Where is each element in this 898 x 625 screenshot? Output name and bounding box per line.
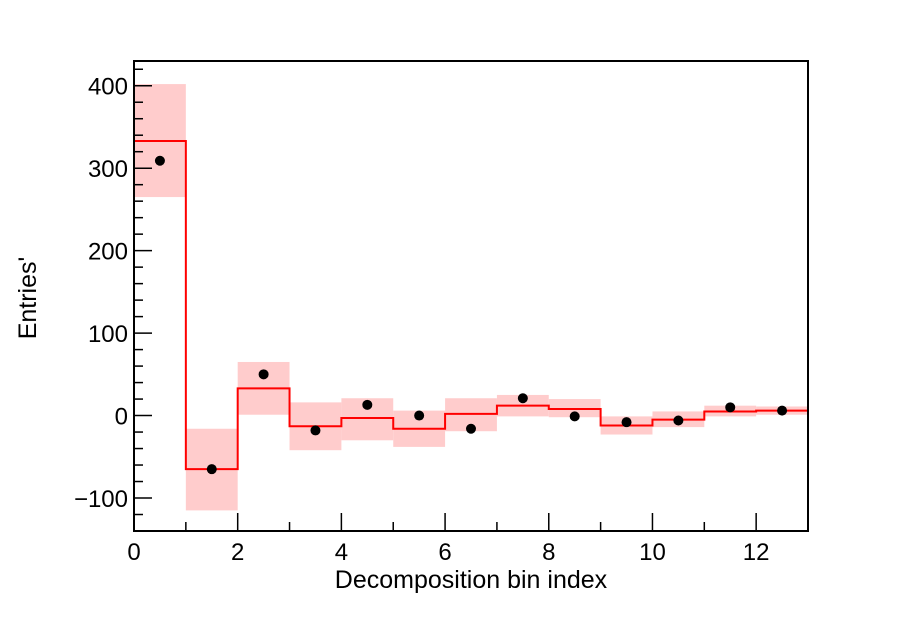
step-histogram — [133, 139, 808, 471]
data-point-10 — [673, 415, 684, 426]
data-points — [154, 155, 788, 475]
x-tick-labels: 0 2 4 6 8 10 12 — [127, 539, 769, 566]
data-point-3 — [310, 425, 321, 436]
y-tick-label: 0 — [115, 404, 128, 431]
data-point-1 — [206, 464, 217, 475]
y-tick-labels: −100 0 100 200 300 400 — [74, 74, 128, 513]
x-tick-label: 10 — [639, 539, 666, 566]
data-point-7 — [517, 393, 528, 404]
x-axis-title: Decomposition bin index — [335, 566, 608, 594]
x-tick-label: 4 — [335, 539, 348, 566]
y-tick-label: 400 — [88, 74, 128, 101]
x-tick-label: 2 — [231, 539, 244, 566]
y-tick-label: 100 — [88, 321, 128, 348]
data-point-5 — [414, 410, 425, 421]
data-point-6 — [466, 423, 476, 434]
y-axis-title: Entries' — [14, 257, 42, 340]
data-point-12 — [777, 405, 788, 416]
x-tick-label: 12 — [743, 539, 770, 566]
x-tick-label: 8 — [542, 539, 555, 566]
uncertainty-band — [134, 84, 808, 511]
axis-ticks — [133, 68, 809, 532]
y-tick-label: 300 — [88, 156, 128, 183]
data-point-2 — [258, 369, 269, 380]
x-tick-label: 0 — [127, 539, 140, 566]
data-point-9 — [621, 417, 632, 428]
y-tick-label: −100 — [74, 486, 128, 513]
data-point-0 — [154, 155, 165, 166]
plot-frame — [133, 60, 809, 532]
data-point-4 — [362, 399, 373, 410]
data-point-11 — [725, 402, 736, 413]
y-tick-label: 200 — [88, 239, 128, 266]
data-point-8 — [569, 411, 580, 422]
step-line — [133, 139, 808, 471]
x-tick-label: 6 — [438, 539, 451, 566]
